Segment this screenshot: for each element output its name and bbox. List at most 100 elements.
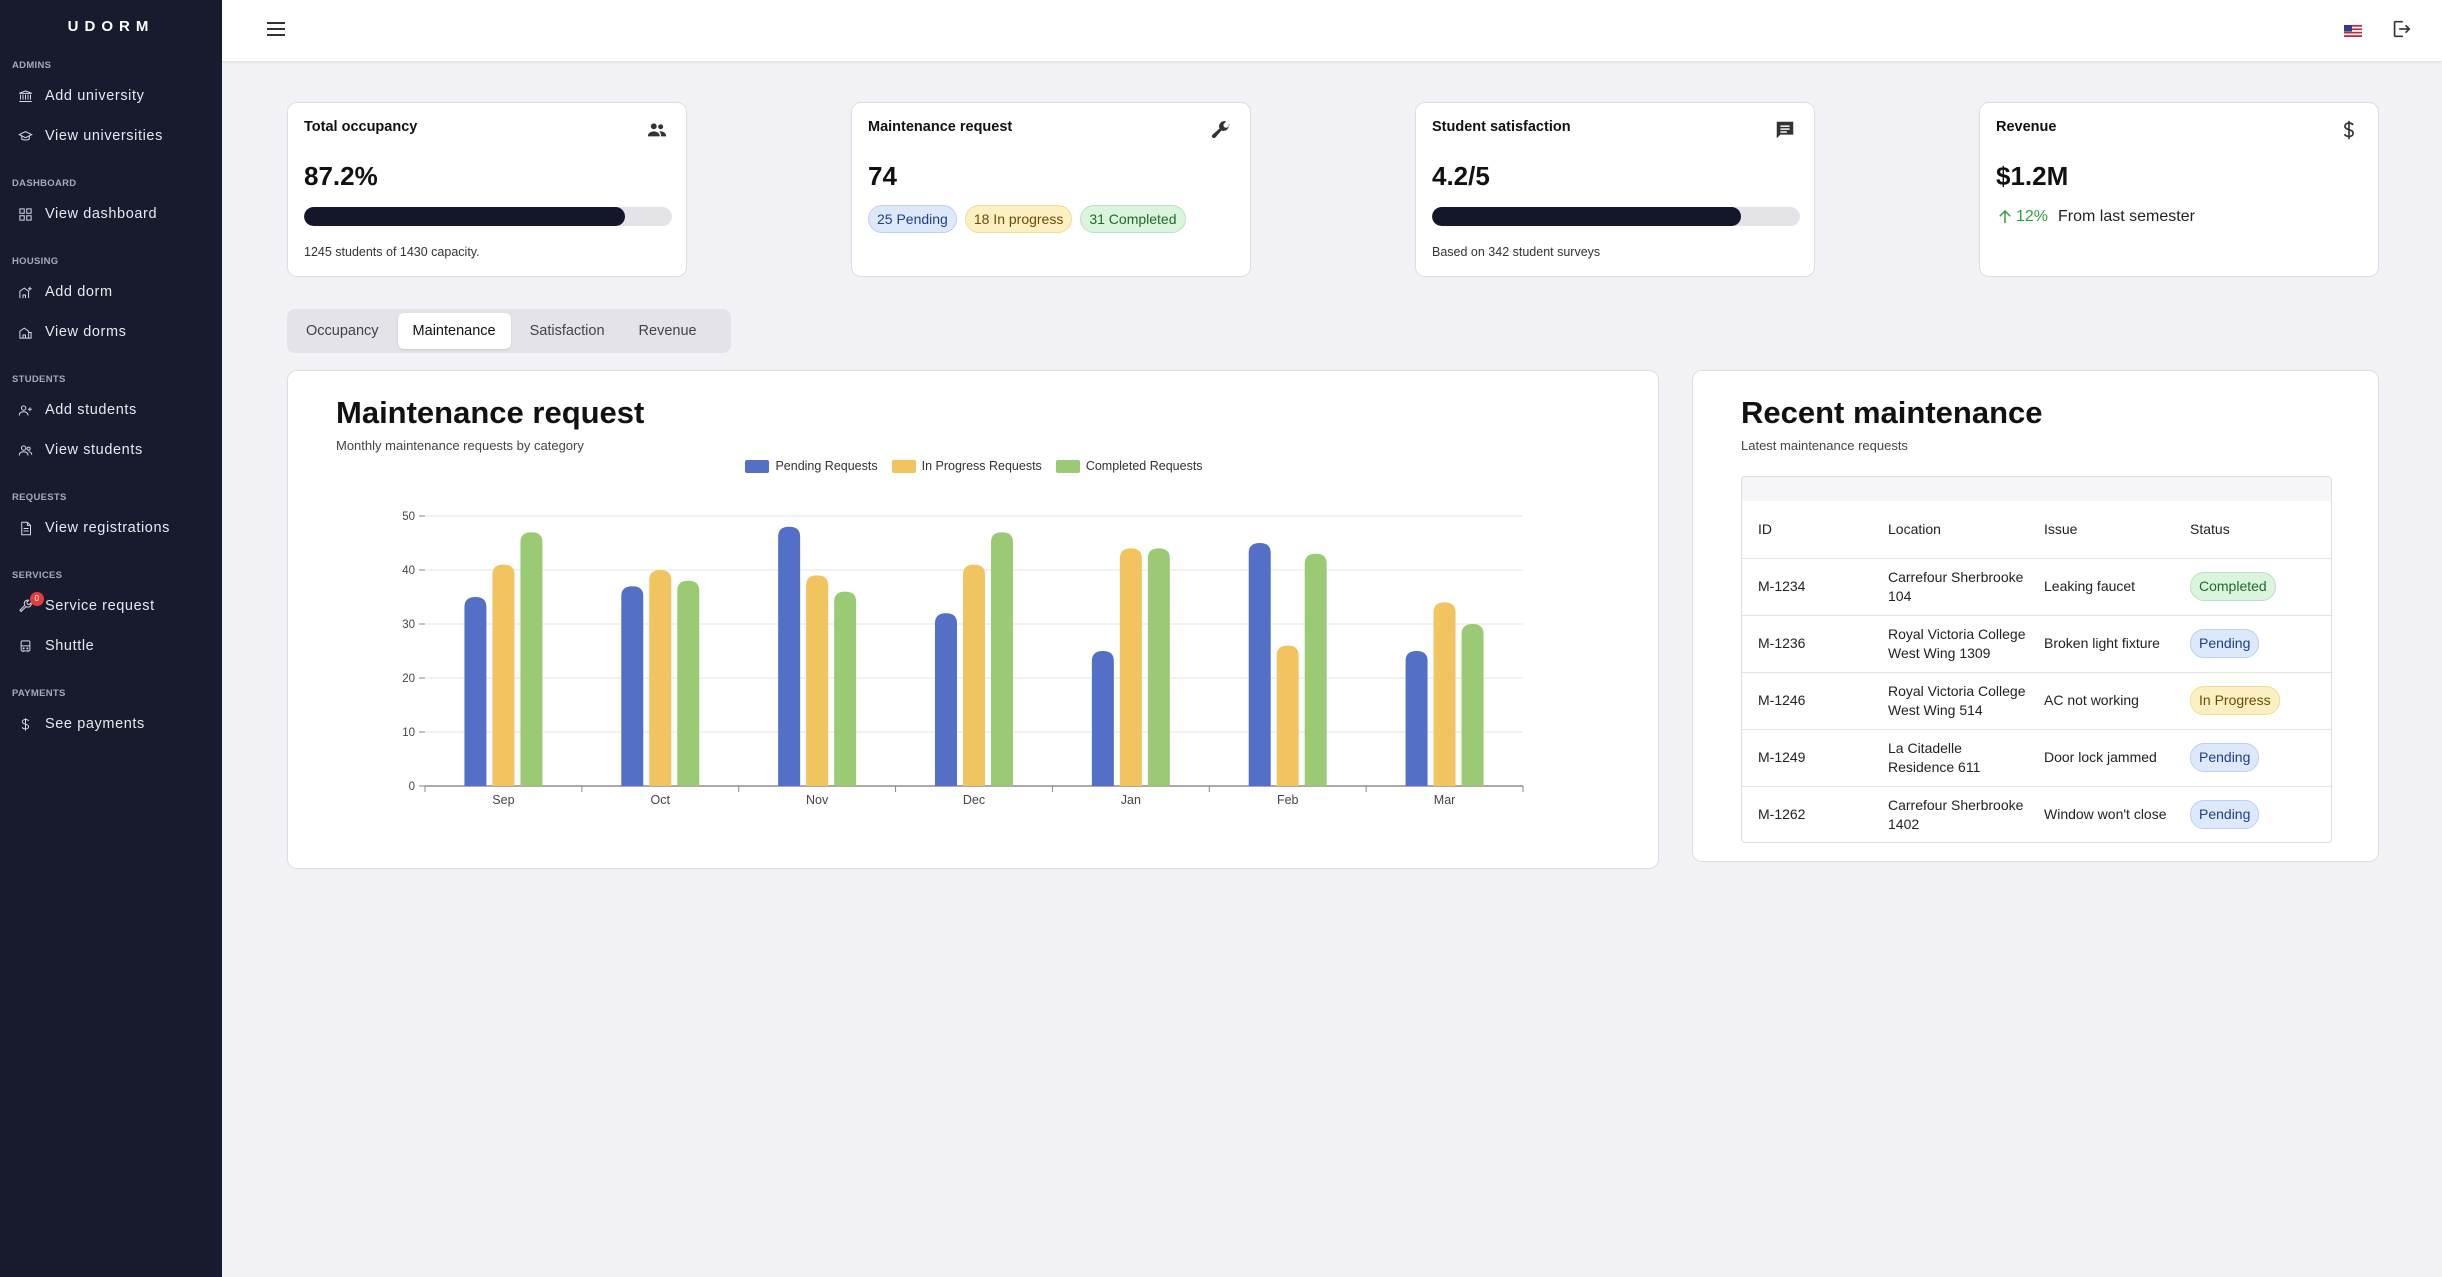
satisfaction-progress-bar — [1432, 207, 1800, 226]
cell-status: Pending — [2174, 786, 2331, 842]
dollar-icon — [2338, 119, 2362, 143]
cell-id: M-1236 — [1742, 615, 1872, 673]
revenue-title: Revenue — [1996, 119, 2057, 135]
sidebar-item-label: View students — [45, 442, 143, 458]
table-row[interactable]: M-1246 Royal Victoria College West Wing 5… — [1742, 672, 2331, 730]
recent-maintenance-card: Recent maintenance Latest maintenance re… — [1692, 370, 2379, 862]
legend-item-in-progress-requests[interactable]: In Progress Requests — [891, 459, 1042, 473]
x-tick-label: Dec — [963, 793, 985, 807]
legend-label: Completed Requests — [1085, 459, 1203, 473]
sidebar-item-view-registrations[interactable]: View registrations — [0, 508, 222, 548]
wrench-icon — [18, 599, 33, 614]
legend-label: In Progress Requests — [921, 459, 1042, 473]
sidebar-item-add-dorm[interactable]: Add dorm — [0, 272, 222, 312]
sidebar-section-admins: ADMINS — [12, 60, 52, 71]
revenue-card: Revenue $1.2M 12% From last semester — [1979, 102, 2379, 277]
occupancy-progress-bar — [304, 207, 672, 226]
table-row[interactable]: M-1236 Royal Victoria College West Wing 1… — [1742, 615, 2331, 673]
university-icon — [18, 89, 33, 104]
dashboard-tabs: Occupancy Maintenance Satisfaction Revenue — [287, 309, 731, 353]
bar-in-progress-requests-mar — [1433, 602, 1456, 786]
sidebar-item-shuttle[interactable]: Shuttle — [0, 626, 222, 666]
tab-satisfaction[interactable]: Satisfaction — [529, 323, 605, 339]
cell-status: Pending — [2174, 615, 2331, 673]
y-tick-label: 0 — [409, 781, 415, 793]
sidebar-item-view-dashboard[interactable]: View dashboard — [0, 194, 222, 234]
logout-icon[interactable] — [2390, 18, 2414, 42]
hamburger-menu-icon[interactable] — [264, 18, 288, 40]
satisfaction-value: 4.2/5 — [1432, 161, 1490, 191]
bar-pending-requests-oct — [621, 586, 644, 786]
occupancy-title: Total occupancy — [304, 119, 418, 135]
building-icon — [18, 325, 33, 340]
sidebar-item-label: View universities — [45, 128, 163, 144]
status-badge: In Progress — [2190, 686, 2280, 715]
tab-maintenance[interactable]: Maintenance — [397, 313, 511, 349]
x-tick-label: Feb — [1277, 793, 1299, 807]
bar-completed-requests-oct — [677, 580, 700, 786]
sidebar-section-payments: PAYMENTS — [12, 688, 66, 699]
legend-item-pending-requests[interactable]: Pending Requests — [745, 459, 878, 473]
revenue-value: $1.2M — [1996, 161, 2069, 191]
occupancy-subtext: 1245 students of 1430 capacity. — [304, 245, 480, 259]
tab-occupancy[interactable]: Occupancy — [306, 323, 379, 339]
table-row[interactable]: M-1234 Carrefour Sherbrooke 104 Leaking fa… — [1742, 558, 2331, 616]
sidebar-section-students: STUDENTS — [12, 374, 66, 385]
add-user-icon — [18, 403, 33, 418]
bar-completed-requests-nov — [834, 591, 857, 786]
table-row[interactable]: M-1262 Carrefour Sherbrooke 1402 Window wo… — [1742, 786, 2331, 842]
status-badge: Pending — [2190, 629, 2260, 658]
chart-legend: Pending Requests In Progress Requests Comp… — [288, 459, 1660, 473]
sidebar-item-add-students[interactable]: Add students — [0, 390, 222, 430]
bar-pending-requests-jan — [1091, 651, 1114, 786]
status-badge: Completed — [2190, 572, 2276, 601]
cell-issue: Door lock jammed — [2028, 729, 2174, 787]
cell-id: M-1234 — [1742, 558, 1872, 616]
chart-card-subtitle: Monthly maintenance requests by category — [336, 438, 584, 453]
cell-id: M-1246 — [1742, 672, 1872, 730]
legend-label: Pending Requests — [775, 459, 878, 473]
sidebar-item-label: Shuttle — [45, 638, 95, 654]
bar-pending-requests-sep — [464, 597, 487, 786]
sidebar-item-label: Service request — [45, 598, 155, 614]
in-progress-badge: 18 In progress — [964, 205, 1073, 233]
sidebar-item-label: Add university — [45, 88, 145, 104]
cell-id: M-1249 — [1742, 729, 1872, 787]
legend-item-completed-requests[interactable]: Completed Requests — [1055, 459, 1203, 473]
cell-location: Carrefour Sherbrooke 104 — [1872, 558, 2028, 616]
revenue-change: 12% From last semester — [1996, 208, 2195, 226]
bar-in-progress-requests-dec — [963, 564, 985, 786]
sidebar-section-requests: REQUESTS — [12, 492, 67, 503]
cell-location: Royal Victoria College West Wing 514 — [1872, 672, 2028, 730]
tab-revenue[interactable]: Revenue — [638, 323, 697, 339]
bar-completed-requests-dec — [991, 532, 1013, 786]
sidebar-item-label: View dorms — [45, 324, 127, 340]
notification-badge: 0 — [30, 592, 44, 606]
add-building-icon — [18, 285, 33, 300]
column-header-issue: Issue — [2028, 501, 2174, 559]
chat-icon — [1774, 119, 1798, 143]
y-tick-label: 30 — [402, 619, 415, 631]
sidebar-item-see-payments[interactable]: See payments — [0, 704, 222, 744]
users-icon — [18, 443, 33, 458]
cell-issue: Leaking faucet — [2028, 558, 2174, 616]
maintenance-value: 74 — [868, 161, 897, 191]
satisfaction-title: Student satisfaction — [1432, 119, 1571, 135]
top-bar — [222, 0, 2442, 62]
x-tick-label: Sep — [492, 793, 514, 807]
sidebar-item-add-university[interactable]: Add university — [0, 76, 222, 116]
app-logo[interactable]: UDORM — [67, 18, 155, 35]
bar-in-progress-requests-nov — [806, 575, 829, 786]
wrench-icon — [1210, 119, 1234, 143]
table-row[interactable]: M-1249 La Citadelle Residence 611 Door loc… — [1742, 729, 2331, 787]
sidebar-item-view-students[interactable]: View students — [0, 430, 222, 470]
dashboard-grid-icon — [18, 207, 33, 222]
status-badge: Pending — [2190, 743, 2260, 772]
sidebar-item-view-universities[interactable]: View universities — [0, 116, 222, 156]
occupancy-card: Total occupancy 87.2% 1245 students of 1… — [287, 102, 687, 277]
sidebar-item-service-request[interactable]: Service request 0 — [0, 586, 222, 626]
bar-completed-requests-sep — [520, 532, 543, 786]
bus-icon — [18, 639, 33, 654]
us-flag-icon[interactable] — [2344, 25, 2362, 37]
sidebar-item-view-dorms[interactable]: View dorms — [0, 312, 222, 352]
